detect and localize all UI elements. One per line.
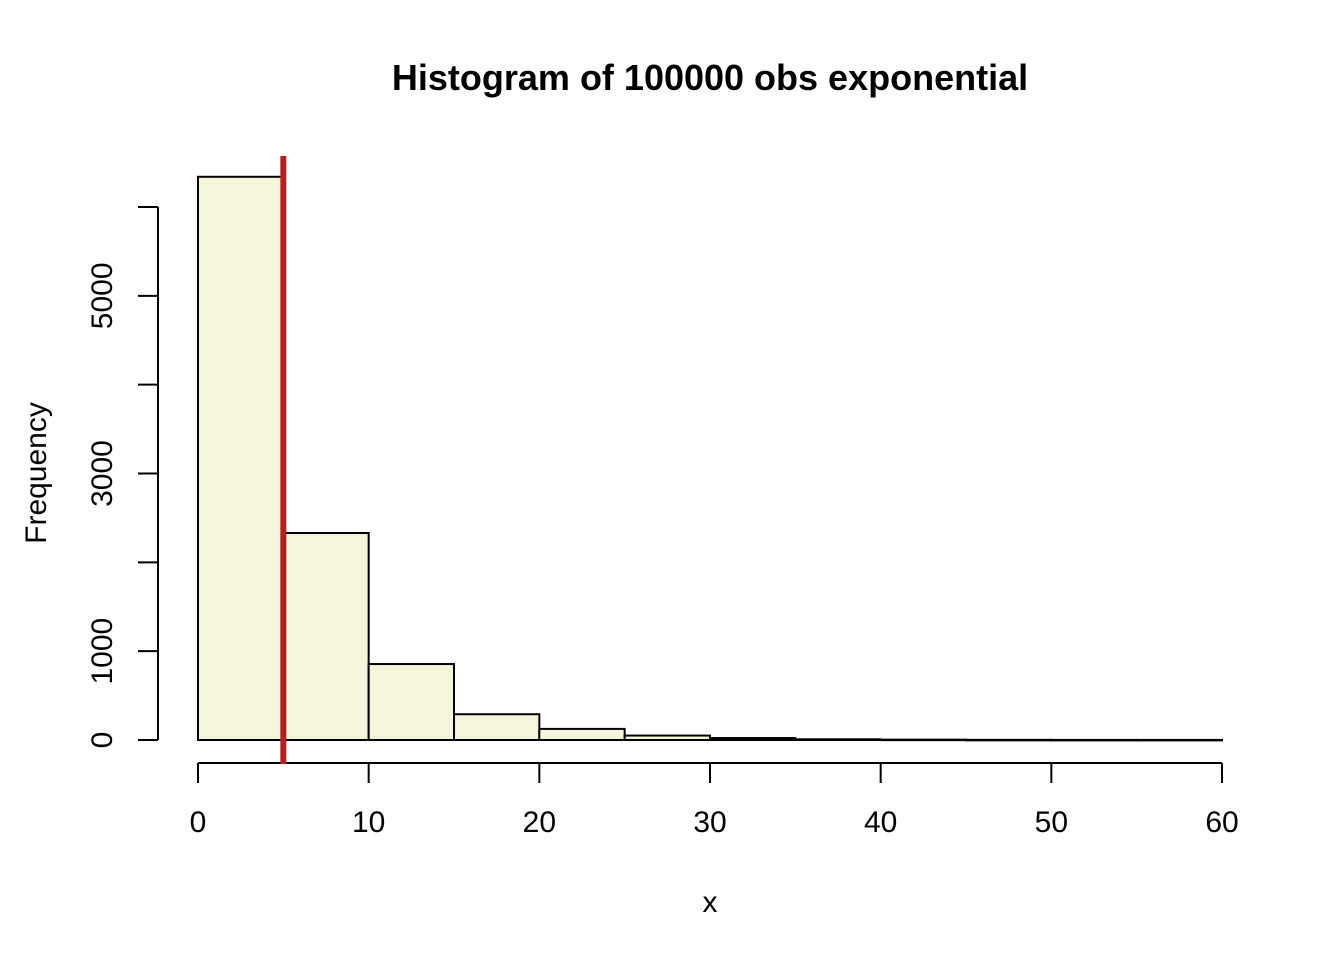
histogram-bar xyxy=(1050,738,1138,742)
y-axis-tick-label: 5000 xyxy=(86,262,119,329)
histogram-bar xyxy=(623,734,712,742)
x-axis-tick-label: 50 xyxy=(1035,806,1068,839)
y-axis-tick-label: 3000 xyxy=(86,440,119,507)
y-axis-tick-label: 1000 xyxy=(86,618,119,685)
chart-title: Histogram of 100000 obs exponential xyxy=(392,57,1028,98)
y-axis-title: Frequency xyxy=(20,402,53,544)
histogram-bar xyxy=(197,175,285,741)
histogram-bar xyxy=(1135,738,1223,742)
histogram-bar xyxy=(538,727,626,741)
histogram-bar xyxy=(453,713,541,742)
y-axis: 0 1000 3000 5000 xyxy=(86,206,159,749)
x-axis-tick-label: 0 xyxy=(190,806,207,839)
x-axis-tick-label: 10 xyxy=(352,806,385,839)
x-axis-tick-label: 20 xyxy=(523,806,556,839)
histogram-bar xyxy=(879,738,968,742)
histogram-bar xyxy=(282,532,370,741)
x-axis-title: x xyxy=(703,886,718,919)
x-axis-tick-label: 40 xyxy=(864,806,897,839)
histogram-bar xyxy=(367,663,455,741)
x-axis: 0 10 20 30 40 50 60 xyxy=(190,762,1239,839)
histogram-bar xyxy=(709,737,797,741)
x-axis-tick-label: 60 xyxy=(1205,806,1238,839)
y-axis-tick-label: 0 xyxy=(86,732,119,749)
histogram-bar xyxy=(965,738,1053,742)
histogram-bar xyxy=(794,738,882,741)
bars-group xyxy=(197,175,1223,742)
x-axis-tick-label: 30 xyxy=(693,806,726,839)
